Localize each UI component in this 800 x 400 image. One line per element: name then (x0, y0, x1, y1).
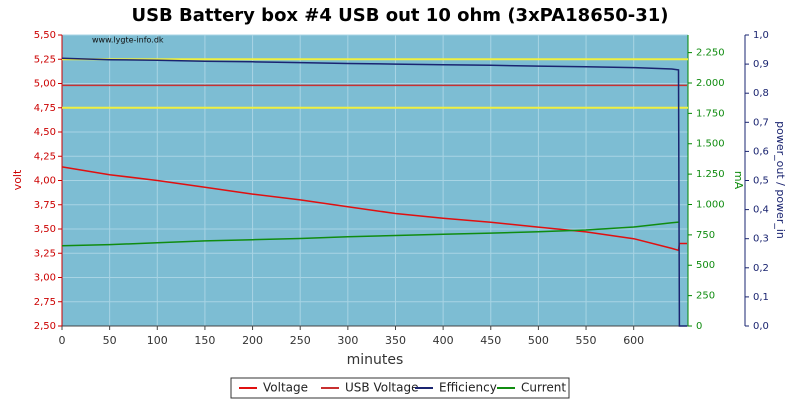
watermark: www.lygte-info.dk (92, 36, 164, 45)
legend-label: Efficiency (439, 381, 497, 395)
y-axis-label: volt (11, 169, 24, 190)
y3-tick-label: 0,6 (753, 146, 769, 157)
y2-tick-label: 1.000 (696, 199, 725, 210)
chart-title: USB Battery box #4 USB out 10 ohm (3xPA1… (131, 5, 668, 26)
y3-tick-label: 0,5 (753, 176, 769, 187)
x-tick-label: 500 (528, 334, 549, 347)
x-tick-label: 450 (480, 334, 501, 347)
x-tick-label: 250 (290, 334, 311, 347)
x-axis-label: minutes (347, 352, 404, 368)
x-tick-label: 150 (194, 334, 215, 347)
x-tick-label: 300 (337, 334, 358, 347)
y-tick-label: 2,75 (34, 297, 56, 308)
y3-tick-label: 0,1 (753, 292, 769, 303)
y3-tick-label: 0,2 (753, 263, 769, 274)
series-line (61, 166, 687, 252)
y2-tick-label: 2.000 (696, 78, 725, 89)
y3-tick-label: 0,0 (753, 321, 769, 332)
y3-tick-label: 0,9 (753, 59, 769, 70)
y3-tick-label: 1,0 (753, 30, 769, 41)
y-tick-label: 4,75 (34, 103, 56, 114)
y2-tick-label: 2.250 (696, 48, 725, 59)
y2-tick-label: 1.500 (696, 139, 725, 150)
y3-axis-label: power_out / power_in (774, 121, 787, 239)
x-tick-label: 600 (623, 334, 644, 347)
legend-box (230, 377, 570, 399)
y-tick-label: 4,25 (34, 151, 56, 162)
y-tick-label: 3,25 (34, 248, 56, 259)
x-tick-label: 200 (242, 334, 263, 347)
y2-tick-label: 0 (696, 321, 702, 332)
x-tick-label: 0 (59, 334, 66, 347)
x-tick-label: 50 (103, 334, 117, 347)
y2-tick-label: 250 (696, 291, 715, 302)
y2-axis-label: mA (732, 171, 745, 190)
y-tick-label: 3,75 (34, 200, 56, 211)
y2-tick-label: 1.250 (696, 169, 725, 180)
y-tick-label: 4,50 (34, 127, 56, 138)
y2-tick-label: 750 (696, 230, 715, 241)
x-tick-label: 100 (147, 334, 168, 347)
y-tick-label: 5,50 (34, 30, 56, 41)
y3-tick-label: 0,3 (753, 234, 769, 245)
y-tick-label: 5,00 (34, 79, 56, 90)
legend-label: Voltage (263, 381, 308, 395)
x-tick-label: 400 (433, 334, 454, 347)
y-tick-label: 3,50 (34, 224, 56, 235)
y-tick-label: 4,00 (34, 176, 56, 187)
y3-tick-label: 0,7 (753, 117, 769, 128)
y3-tick-label: 0,4 (753, 205, 769, 216)
y2-tick-label: 500 (696, 260, 715, 271)
legend-label: USB Voltage (345, 381, 418, 395)
x-tick-label: 550 (576, 334, 597, 347)
y3-tick-label: 0,8 (753, 88, 769, 99)
y2-tick-label: 1.750 (696, 108, 725, 119)
y-tick-label: 3,00 (34, 273, 56, 284)
series-line (61, 221, 679, 247)
series-line (61, 57, 687, 327)
y-tick-label: 5,25 (34, 54, 56, 65)
y-tick-label: 2,50 (34, 321, 56, 332)
x-tick-label: 350 (385, 334, 406, 347)
legend-label: Current (521, 381, 566, 395)
